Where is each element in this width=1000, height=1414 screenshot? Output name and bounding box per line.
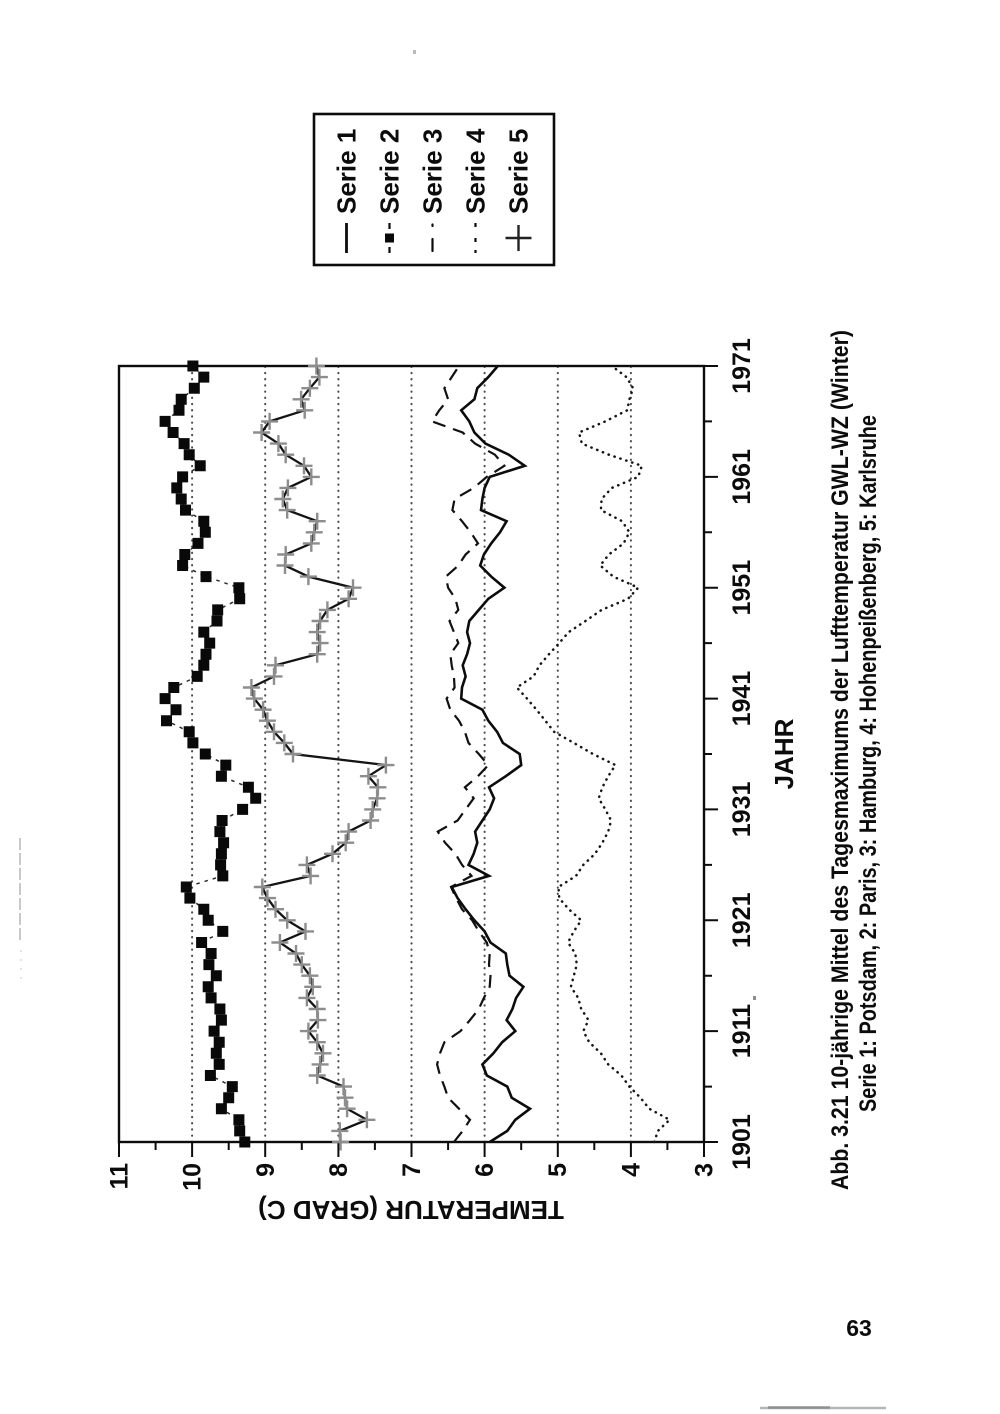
svg-text:1951: 1951 [728, 560, 756, 616]
svg-text:7: 7 [398, 1163, 426, 1177]
svg-text:3: 3 [691, 1163, 719, 1177]
svg-text:Abb. 3.21 10-jährige Mittel d: Abb. 3.21 10-jährige Mittel des Tagesmax… [827, 330, 854, 1190]
svg-text:11: 11 [106, 1163, 134, 1190]
svg-text:JAHR: JAHR [769, 718, 799, 789]
svg-text:1901: 1901 [728, 1114, 756, 1170]
svg-text:1921: 1921 [728, 892, 756, 948]
svg-text:1971: 1971 [728, 338, 756, 394]
svg-text:6: 6 [471, 1163, 499, 1177]
svg-text:8: 8 [325, 1163, 353, 1177]
svg-text:1911: 1911 [728, 1004, 756, 1058]
svg-text:Serie 3: Serie 3 [418, 129, 448, 214]
svg-text:10: 10 [179, 1163, 207, 1191]
svg-text:5: 5 [544, 1163, 572, 1177]
svg-text:1931: 1931 [728, 782, 756, 838]
svg-text:Serie 2: Serie 2 [375, 129, 405, 214]
svg-text:Serie 4: Serie 4 [461, 128, 491, 214]
svg-text:Serie 5: Serie 5 [504, 129, 534, 214]
svg-text:4: 4 [617, 1163, 645, 1177]
svg-text:Serie 1: Potsdam, 2: Paris, 3:: Serie 1: Potsdam, 2: Paris, 3: Hamburg, … [855, 415, 882, 1112]
svg-text:9: 9 [252, 1163, 280, 1177]
svg-text:Serie 1: Serie 1 [332, 129, 362, 214]
svg-text:TEMPERATUR (GRAD C): TEMPERATUR (GRAD C) [258, 1195, 564, 1225]
svg-text:1961: 1961 [728, 449, 756, 505]
svg-text:63: 63 [846, 1315, 872, 1341]
svg-text:1941: 1941 [728, 671, 756, 727]
